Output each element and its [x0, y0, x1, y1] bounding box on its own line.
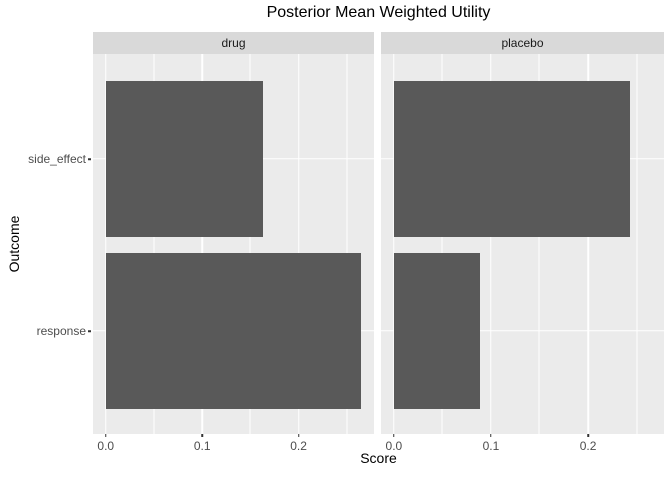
- panel-drug: [93, 54, 374, 434]
- x-axis-title: Score: [360, 450, 397, 466]
- bar-side_effect: [393, 80, 630, 237]
- x-tick-label: 0.0: [97, 439, 115, 453]
- facet-strip-placebo: placebo: [381, 32, 664, 54]
- bar-response: [393, 252, 481, 409]
- gridline-major: [105, 54, 107, 434]
- x-tick-mark: [201, 434, 203, 437]
- y-tick-mark: [88, 330, 91, 332]
- gridline-minor: [636, 54, 638, 434]
- gridline-minor: [538, 54, 540, 434]
- x-tick-label: 0.2: [290, 439, 307, 453]
- gridline-major: [393, 54, 395, 434]
- x-tick-label: 0.1: [193, 439, 211, 453]
- y-tick-label-response: response: [36, 324, 86, 338]
- gridline-minor: [346, 54, 348, 434]
- y-tick-label-side-effect: side_effect: [28, 152, 86, 166]
- bar-response: [105, 252, 362, 409]
- gridline-minor: [249, 54, 251, 434]
- x-tick-mark: [393, 434, 395, 437]
- gridline-major: [201, 54, 203, 434]
- gridline-major: [490, 54, 492, 434]
- facet-strip-drug: drug: [93, 32, 374, 54]
- y-tick-mark: [88, 158, 91, 160]
- gridline-major: [587, 54, 589, 434]
- x-tick-mark: [297, 434, 300, 437]
- x-axis-placebo: 0.0 0.1 0.2: [381, 434, 664, 464]
- x-tick-mark: [587, 434, 589, 437]
- panel-placebo: [381, 54, 664, 434]
- gridline-minor: [441, 54, 443, 434]
- gridline-minor: [153, 54, 155, 434]
- x-tick-mark: [105, 434, 107, 437]
- gridline-major: [381, 330, 664, 332]
- x-tick-label: 0.0: [385, 439, 403, 453]
- x-axis-drug: 0.0 0.1 0.2: [93, 434, 374, 464]
- x-tick-label: 0.2: [579, 439, 597, 453]
- x-tick-label: 0.1: [482, 439, 500, 453]
- x-tick-mark: [490, 434, 492, 437]
- y-axis-title: Outcome: [6, 215, 22, 273]
- bar-side_effect: [105, 80, 263, 237]
- gridline-major: [297, 54, 300, 434]
- plot-title: Posterior Mean Weighted Utility: [266, 4, 491, 21]
